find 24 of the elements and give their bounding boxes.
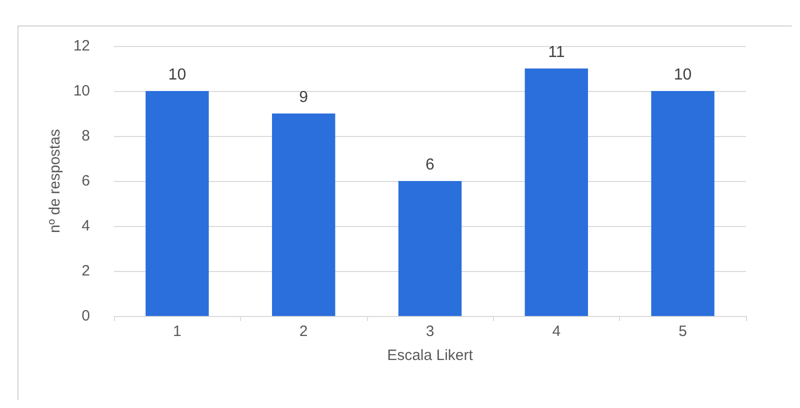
bar (146, 91, 209, 316)
y-tick-label: 2 (82, 262, 90, 280)
bar (651, 91, 714, 316)
y-axis-title: nº de respostas (46, 129, 64, 233)
x-tick-label: 3 (426, 323, 434, 340)
data-label: 10 (168, 66, 186, 84)
x-tick-label: 5 (678, 323, 687, 340)
x-axis-title: Escala Likert (387, 347, 474, 364)
bar (398, 181, 462, 316)
bar (524, 68, 588, 316)
data-label: 6 (426, 156, 435, 174)
y-tick-label: 6 (82, 172, 90, 190)
data-label: 11 (548, 44, 565, 61)
x-tick-label: 2 (299, 323, 308, 340)
x-tick-label: 1 (173, 323, 182, 340)
data-label: 9 (299, 89, 308, 106)
y-tick-label: 8 (82, 128, 90, 144)
x-tick-label: 4 (552, 323, 561, 340)
y-tick-label: 0 (82, 308, 90, 324)
y-tick-label: 4 (82, 218, 90, 234)
y-tick-label: 12 (73, 38, 90, 54)
data-label: 10 (674, 66, 692, 84)
bar (272, 114, 336, 316)
y-tick-label: 10 (73, 82, 90, 100)
